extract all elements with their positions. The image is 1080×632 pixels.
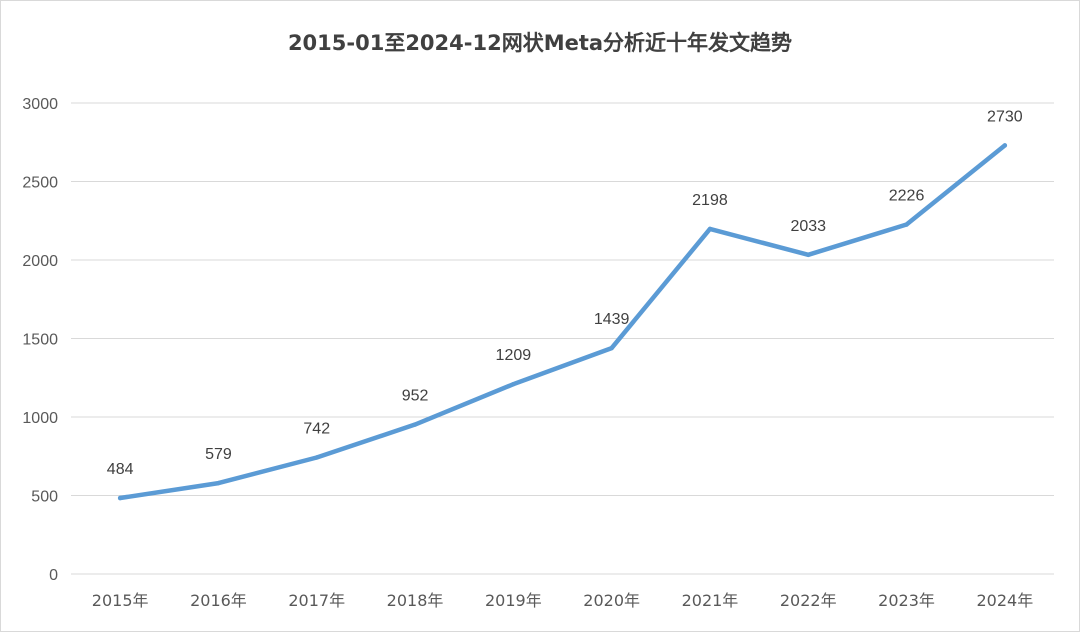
data-point <box>216 480 221 486</box>
data-label: 2033 <box>790 218 826 235</box>
data-point <box>904 222 909 227</box>
y-tick-label: 500 <box>31 489 58 506</box>
x-tick-label: 2016年 <box>190 591 247 610</box>
x-tick-label: 2023年 <box>878 591 935 610</box>
data-point <box>314 455 319 460</box>
data-label: 2730 <box>987 108 1023 125</box>
data-point <box>412 422 418 427</box>
data-point <box>117 495 123 501</box>
data-point <box>806 252 811 258</box>
x-tick-label: 2017年 <box>288 591 345 610</box>
data-point <box>511 381 516 387</box>
data-label: 1209 <box>496 347 532 364</box>
data-label: 2226 <box>889 188 925 205</box>
y-tick-label: 2500 <box>22 175 58 192</box>
chart-title: 2015-01至2024-12网状Meta分析近十年发文趋势 <box>287 31 793 55</box>
x-tick-label: 2022年 <box>780 591 837 610</box>
data-point <box>609 345 614 351</box>
data-label: 742 <box>303 421 330 438</box>
x-tick-label: 2015年 <box>92 591 149 610</box>
x-tick-label: 2024年 <box>976 591 1033 610</box>
data-point <box>707 226 713 232</box>
data-label: 1439 <box>594 311 630 328</box>
x-tick-label: 2020年 <box>583 591 640 610</box>
y-tick-label: 1500 <box>22 332 58 349</box>
x-tick-label: 2019年 <box>485 591 542 610</box>
data-label: 2198 <box>692 192 728 209</box>
series-line <box>117 143 1008 501</box>
y-tick-label: 1000 <box>22 410 58 427</box>
y-tick-label: 0 <box>49 567 58 584</box>
data-label: 579 <box>205 446 232 463</box>
x-tick-label: 2021年 <box>682 591 739 610</box>
x-tick-label: 2018年 <box>387 591 444 610</box>
data-label: 952 <box>402 388 429 405</box>
data-point <box>1002 143 1008 148</box>
data-label: 484 <box>107 461 134 478</box>
y-tick-label: 3000 <box>22 96 58 113</box>
y-tick-label: 2000 <box>22 253 58 270</box>
